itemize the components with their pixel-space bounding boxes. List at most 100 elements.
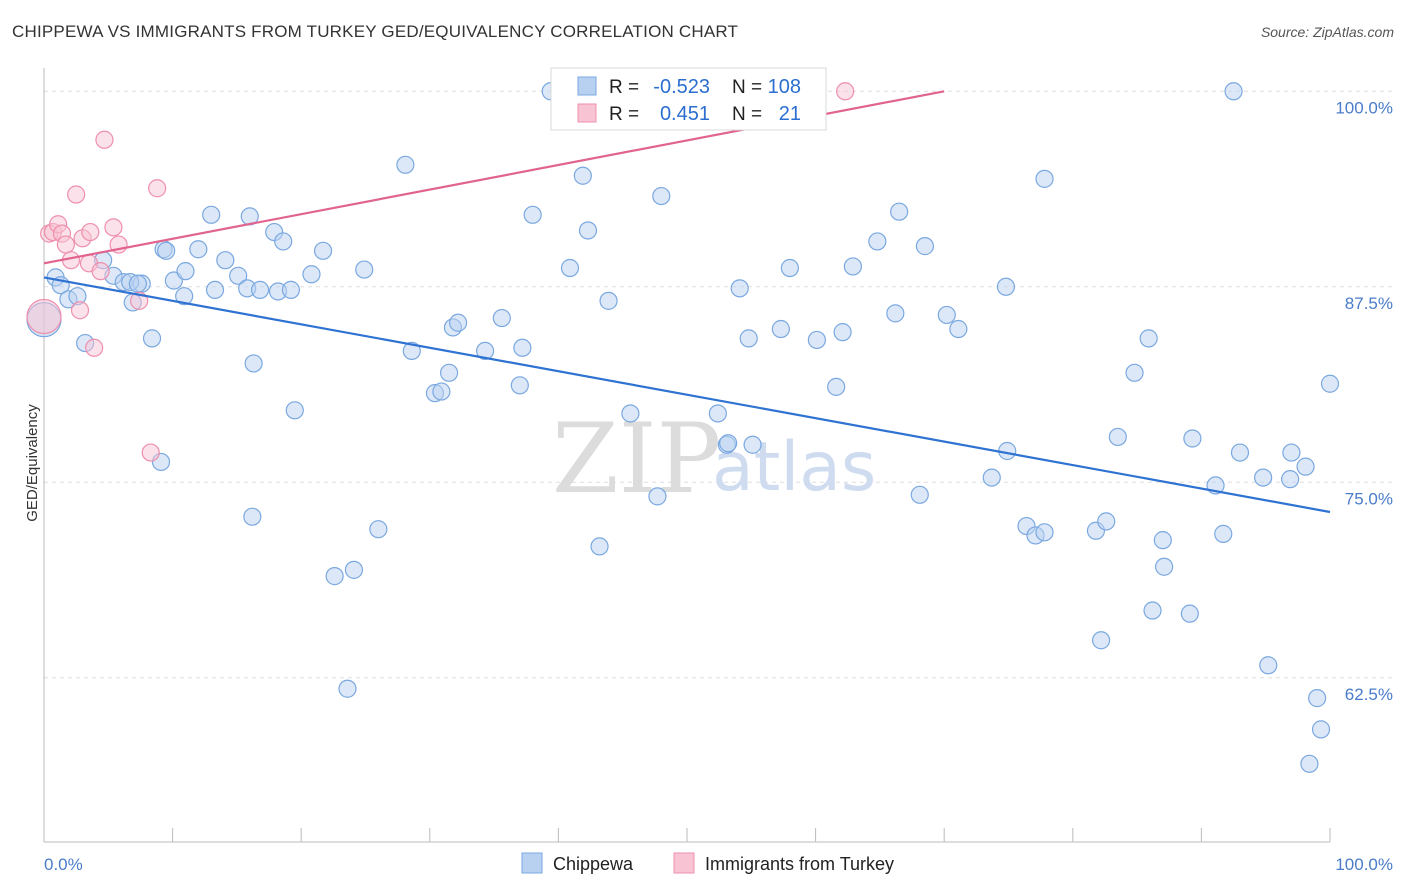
point-chippewa (205, 280, 225, 300)
stats-n-label-1: N = (732, 77, 762, 98)
point-chippewa (1282, 443, 1301, 462)
stats-swatch-turkey (577, 103, 597, 123)
point-chippewa (244, 354, 263, 373)
point-chippewa (1097, 512, 1116, 531)
x-tick-labels: 0.0% 100.0% (44, 855, 1393, 874)
point-chippewa (937, 305, 956, 325)
point-chippewa (868, 232, 887, 251)
point-chippewa (344, 560, 364, 579)
series-legend: Chippewa Immigrants from Turkey (521, 852, 894, 874)
point-chippewa (827, 377, 846, 396)
legend-label-chippewa: Chippewa (553, 854, 634, 874)
point-chippewa (1224, 82, 1243, 101)
point-turkey (26, 298, 62, 335)
point-chippewa (510, 376, 529, 395)
stats-n-value-2: 21 (779, 103, 801, 125)
point-chippewa (243, 507, 262, 526)
point-chippewa (1214, 524, 1233, 543)
point-chippewa (1035, 169, 1054, 188)
x-tick-label-min: 0.0% (44, 855, 83, 874)
y-tick-label: 62.5% (1345, 685, 1393, 704)
point-chippewa (910, 485, 929, 504)
point-chippewa (1259, 656, 1278, 675)
y-tick-label: 75.0% (1345, 489, 1393, 508)
point-chippewa (202, 205, 221, 224)
point-chippewa (492, 308, 511, 328)
point-chippewa (157, 241, 176, 260)
point-chippewa (1125, 363, 1144, 382)
y-tick-label: 87.5% (1345, 294, 1393, 313)
point-chippewa (175, 287, 194, 306)
point-chippewa (1183, 429, 1202, 448)
point-chippewa (590, 537, 609, 556)
point-chippewa (886, 304, 905, 323)
point-turkey (95, 130, 114, 149)
point-chippewa (915, 237, 935, 256)
point-chippewa (1108, 427, 1127, 447)
point-chippewa (1155, 557, 1174, 576)
point-chippewa (573, 166, 592, 185)
point-chippewa (396, 155, 415, 174)
stats-swatch-chippewa (577, 76, 597, 96)
point-chippewa (599, 291, 618, 310)
point-turkey (81, 222, 100, 242)
point-turkey (836, 82, 855, 101)
point-chippewa (281, 280, 301, 300)
point-chippewa (1153, 531, 1172, 550)
point-chippewa (216, 251, 235, 270)
stats-r-label-1: R = (609, 77, 639, 98)
point-chippewa (513, 338, 532, 357)
point-chippewa (448, 313, 468, 332)
x-tick-label-max: 100.0% (1335, 855, 1393, 874)
stats-n-value-1: 108 (768, 76, 801, 98)
point-chippewa (338, 679, 357, 698)
point-chippewa (578, 221, 598, 240)
point-chippewa (1143, 601, 1162, 620)
point-chippewa (719, 434, 738, 453)
point-chippewa (1281, 470, 1300, 489)
trend-line-chippewa (43, 276, 1331, 514)
stats-r-value-1: -0.523 (653, 76, 710, 98)
point-chippewa (475, 341, 495, 361)
stats-r-value-2: 0.451 (660, 103, 710, 125)
watermark-zip: ZIP (552, 403, 721, 515)
point-chippewa (982, 468, 1001, 487)
watermark: ZIP atlas (552, 403, 876, 515)
point-chippewa (833, 323, 852, 342)
point-chippewa (949, 319, 968, 339)
point-chippewa (1180, 604, 1199, 623)
stats-n-label-2: N = (732, 104, 762, 125)
point-turkey (104, 218, 123, 237)
point-chippewa (189, 240, 208, 259)
source-credit: Source: ZipAtlas.com (1260, 24, 1394, 40)
point-chippewa (652, 186, 671, 206)
point-chippewa (142, 329, 162, 348)
point-chippewa (780, 258, 799, 278)
stats-legend: R = -0.523 N = 108 R = 0.451 N = 21 (550, 67, 827, 131)
chart-title: CHIPPEWA VS IMMIGRANTS FROM TURKEY GED/E… (12, 22, 739, 41)
point-turkey (148, 179, 167, 198)
point-chippewa (302, 265, 321, 284)
point-chippewa (1139, 329, 1158, 348)
y-axis-label: GED/Equivalency (24, 404, 41, 522)
point-chippewa (996, 277, 1016, 296)
axes (43, 68, 1331, 843)
point-chippewa (730, 279, 749, 298)
point-chippewa (708, 404, 727, 423)
point-chippewa (369, 520, 388, 539)
point-chippewa (1308, 689, 1327, 708)
point-chippewa (439, 363, 459, 382)
point-chippewa (176, 262, 195, 281)
point-chippewa (274, 232, 293, 251)
point-chippewa (843, 257, 862, 276)
point-turkey (91, 262, 110, 281)
point-chippewa (1300, 754, 1319, 773)
point-chippewa (229, 266, 248, 285)
watermark-atlas: atlas (712, 428, 876, 507)
point-chippewa (1320, 374, 1340, 393)
point-chippewa (621, 404, 640, 423)
point-chippewa (250, 280, 270, 300)
y-tick-label: 100.0% (1335, 98, 1393, 117)
point-turkey (85, 338, 104, 357)
